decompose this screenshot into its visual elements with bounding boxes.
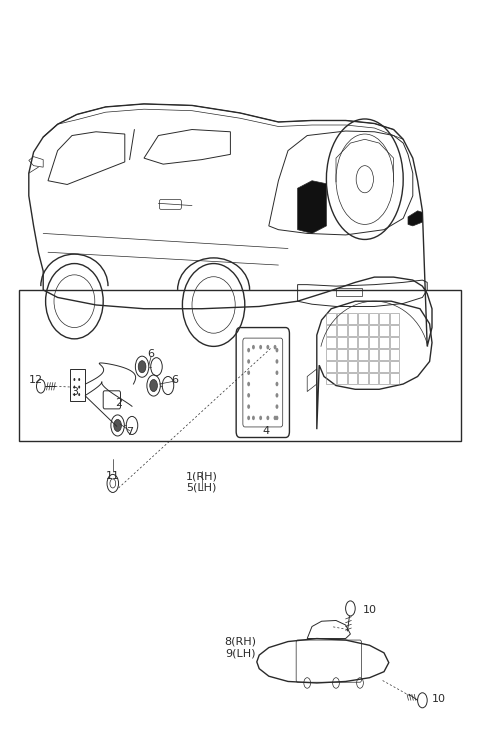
Text: 8(RH)
9(LH): 8(RH) 9(LH) — [224, 637, 256, 658]
Circle shape — [138, 361, 146, 373]
Text: 3: 3 — [71, 386, 78, 397]
Text: 10: 10 — [432, 694, 446, 704]
Circle shape — [247, 359, 250, 364]
Circle shape — [274, 416, 276, 420]
Circle shape — [252, 416, 255, 420]
Circle shape — [247, 404, 250, 409]
Text: 2: 2 — [116, 398, 122, 408]
Circle shape — [73, 378, 75, 381]
Text: 10: 10 — [362, 605, 376, 615]
Circle shape — [276, 348, 278, 352]
Circle shape — [274, 345, 276, 349]
Text: 12: 12 — [29, 375, 43, 386]
Text: 1(RH)
5(LH): 1(RH) 5(LH) — [186, 471, 217, 492]
Circle shape — [114, 419, 121, 431]
Circle shape — [78, 393, 80, 396]
Circle shape — [266, 416, 269, 420]
Circle shape — [247, 348, 250, 352]
Circle shape — [276, 416, 278, 420]
Circle shape — [266, 345, 269, 349]
Circle shape — [78, 378, 80, 381]
Circle shape — [276, 393, 278, 398]
Circle shape — [259, 416, 262, 420]
Circle shape — [247, 382, 250, 386]
Text: 4: 4 — [263, 426, 270, 437]
Polygon shape — [408, 211, 422, 226]
Text: 6: 6 — [172, 374, 179, 385]
Text: 11: 11 — [106, 471, 120, 481]
Circle shape — [252, 345, 255, 349]
Circle shape — [150, 380, 157, 392]
Circle shape — [73, 386, 75, 389]
Circle shape — [247, 416, 250, 420]
Circle shape — [247, 370, 250, 375]
Circle shape — [78, 386, 80, 389]
Polygon shape — [298, 181, 326, 233]
Text: 7: 7 — [126, 427, 133, 437]
Circle shape — [276, 370, 278, 375]
Text: 6: 6 — [148, 349, 155, 359]
Circle shape — [276, 382, 278, 386]
Circle shape — [276, 404, 278, 409]
Circle shape — [276, 359, 278, 364]
Circle shape — [73, 393, 75, 396]
Circle shape — [259, 345, 262, 349]
Circle shape — [247, 393, 250, 398]
